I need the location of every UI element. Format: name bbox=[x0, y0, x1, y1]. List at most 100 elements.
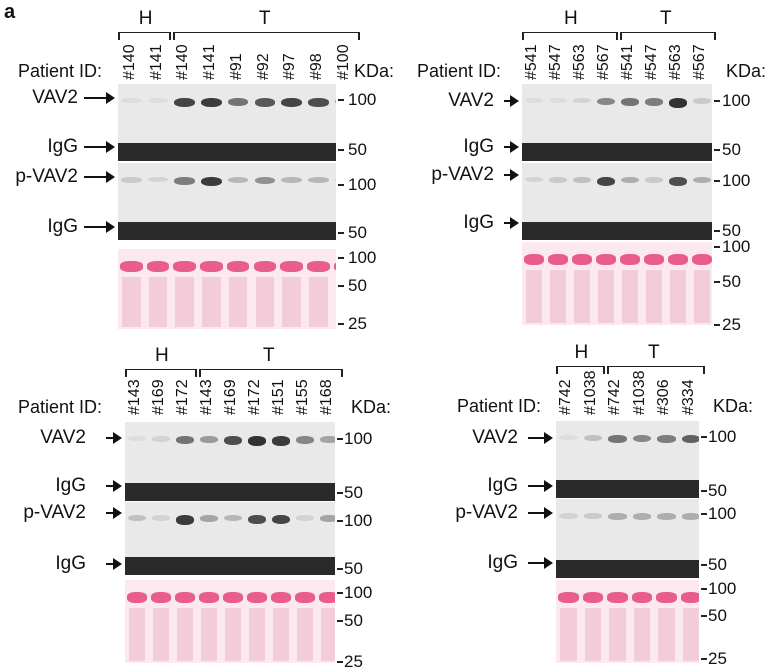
ponceau-streak bbox=[585, 608, 602, 661]
mw-marker: 100 bbox=[348, 91, 376, 108]
vav2-band bbox=[693, 98, 711, 104]
lane-label: #1038 bbox=[583, 371, 599, 416]
ponceau-band bbox=[254, 261, 277, 272]
p-vav2-band bbox=[296, 515, 314, 521]
vav2-band bbox=[272, 436, 290, 446]
kda-label: KDa: bbox=[713, 397, 753, 415]
row-label: IgG bbox=[55, 554, 86, 573]
mw-marker: 100 bbox=[708, 428, 736, 445]
patient-id-label: Patient ID: bbox=[417, 62, 501, 80]
mw-marker: 100 bbox=[344, 512, 372, 529]
mw-marker: 100 bbox=[722, 92, 750, 109]
bracket-tick bbox=[169, 32, 171, 40]
group-label-tumor: T bbox=[263, 346, 275, 365]
mw-marker: 50 bbox=[722, 141, 741, 158]
lane-label: #567 bbox=[692, 44, 708, 80]
mw-marker: 50 bbox=[708, 556, 727, 573]
p-vav2-band bbox=[645, 177, 663, 183]
bracket-tick bbox=[556, 366, 558, 374]
mw-tick bbox=[338, 99, 344, 101]
ponceau-streak bbox=[550, 270, 566, 323]
p-vav2-band bbox=[597, 177, 615, 186]
mw-tick bbox=[701, 658, 707, 660]
p-vav2-band bbox=[248, 515, 266, 524]
igg-band bbox=[125, 483, 335, 501]
mw-marker: 50 bbox=[344, 560, 363, 577]
bracket-tick bbox=[607, 366, 609, 374]
bracket-tick bbox=[714, 32, 716, 40]
mw-marker: 100 bbox=[348, 176, 376, 193]
lane-label: #100 bbox=[336, 44, 352, 80]
mw-tick bbox=[337, 438, 343, 440]
mw-marker: 25 bbox=[722, 316, 741, 333]
ponceau-streak bbox=[273, 608, 289, 661]
lane-label: #172 bbox=[175, 379, 191, 415]
row-label: IgG bbox=[47, 137, 78, 156]
vav2-band bbox=[308, 98, 329, 107]
vav2-band bbox=[121, 98, 142, 103]
mw-marker: 100 bbox=[708, 580, 736, 597]
group-bracket-t bbox=[173, 32, 358, 33]
ponceau-band bbox=[524, 254, 544, 265]
ponceau-stain bbox=[522, 242, 712, 325]
group-label-healthy: H bbox=[155, 346, 169, 365]
ponceau-streak bbox=[256, 277, 275, 327]
vav2-band bbox=[128, 436, 146, 441]
p-vav2-band bbox=[224, 515, 242, 521]
lane-label: #151 bbox=[271, 379, 287, 415]
vav2-band bbox=[584, 435, 603, 441]
lane-label: #169 bbox=[223, 379, 239, 415]
mw-tick bbox=[337, 592, 343, 594]
ponceau-streak bbox=[560, 608, 577, 661]
p-vav2-band bbox=[682, 513, 700, 520]
mw-tick bbox=[337, 492, 343, 494]
ponceau-streak bbox=[526, 270, 542, 323]
ponceau-band bbox=[583, 592, 604, 603]
mw-marker: 25 bbox=[708, 650, 727, 667]
ponceau-band bbox=[668, 254, 688, 265]
bracket-tick bbox=[358, 32, 360, 40]
bracket-tick bbox=[125, 369, 127, 377]
vav2-band bbox=[248, 436, 266, 446]
p-vav2-band bbox=[174, 177, 195, 185]
vav2-band bbox=[224, 436, 242, 445]
group-bracket-t bbox=[620, 32, 714, 33]
mw-marker: 100 bbox=[348, 249, 376, 266]
lane-label: #547 bbox=[548, 44, 564, 80]
vav2-blot bbox=[125, 422, 335, 501]
vav2-band bbox=[657, 435, 676, 443]
p-vav2-band bbox=[201, 177, 222, 187]
kda-label: KDa: bbox=[726, 62, 766, 80]
row-label: IgG bbox=[55, 476, 86, 495]
figure-label: a bbox=[4, 2, 15, 22]
patient-id-label: Patient ID: bbox=[18, 62, 102, 80]
vav2-band bbox=[573, 98, 591, 104]
bracket-tick bbox=[620, 32, 622, 40]
lane-label: #1038 bbox=[632, 371, 648, 416]
row-arrow bbox=[106, 437, 115, 439]
lane-label: #547 bbox=[644, 44, 660, 80]
ponceau-band bbox=[596, 254, 616, 265]
mw-tick bbox=[338, 257, 344, 259]
kda-label: KDa: bbox=[354, 62, 394, 80]
p-vav2-band bbox=[152, 515, 170, 521]
vav2-blot bbox=[522, 84, 712, 161]
vav2-band bbox=[281, 98, 302, 107]
ponceau-band bbox=[147, 261, 170, 272]
mw-tick bbox=[714, 281, 720, 283]
p-vav2-band bbox=[693, 177, 711, 184]
row-arrow bbox=[528, 512, 546, 514]
ponceau-streak bbox=[609, 608, 626, 661]
ponceau-streak bbox=[225, 608, 241, 661]
vav2-band bbox=[320, 436, 335, 443]
p-vav2-band bbox=[608, 513, 627, 520]
lane-label: #92 bbox=[256, 53, 272, 80]
row-arrow bbox=[528, 485, 546, 487]
lane-label: #541 bbox=[620, 44, 636, 80]
mw-tick bbox=[338, 184, 344, 186]
row-arrow bbox=[504, 222, 512, 224]
ponceau-band bbox=[558, 592, 579, 603]
vav2-band bbox=[255, 98, 276, 107]
ponceau-band bbox=[607, 592, 628, 603]
bracket-tick bbox=[603, 366, 605, 374]
